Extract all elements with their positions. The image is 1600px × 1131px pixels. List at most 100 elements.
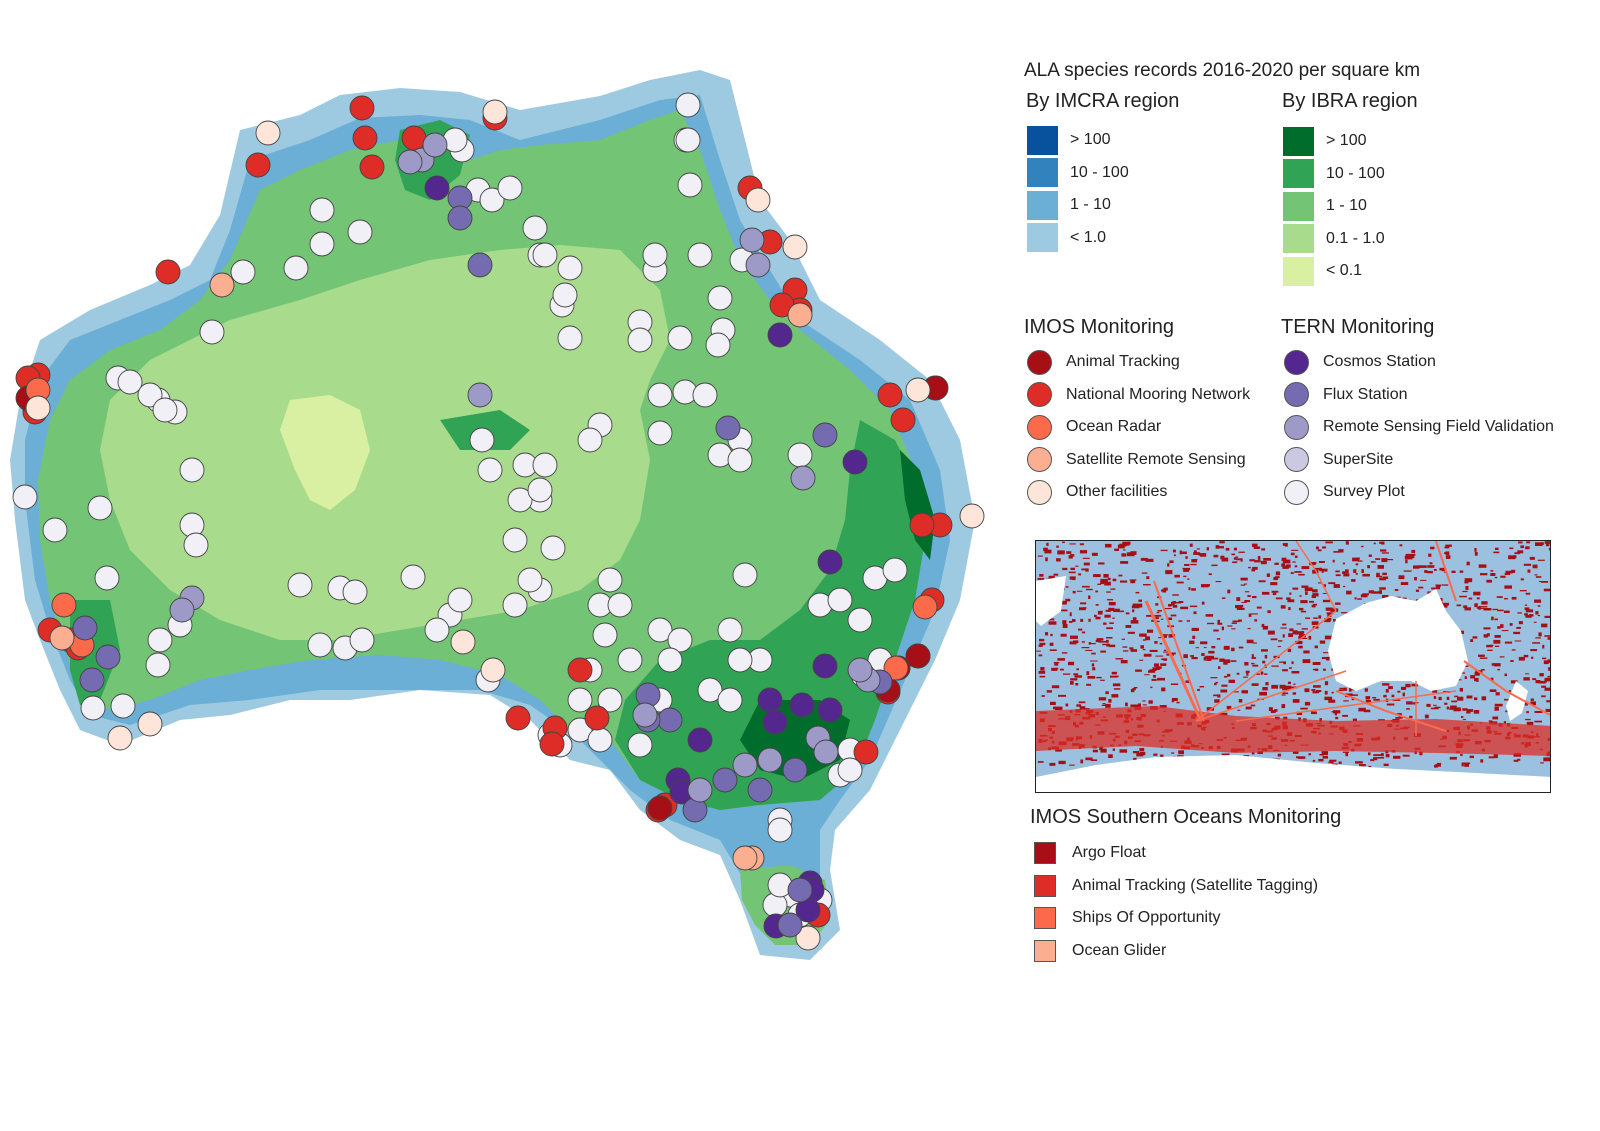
argo-track-segment [1254, 619, 1258, 622]
argo-track-segment [1524, 613, 1528, 616]
site-marker [697, 677, 723, 703]
argo-track-segment [1544, 635, 1550, 637]
site-marker [837, 757, 863, 783]
site-marker [642, 242, 668, 268]
argo-track-segment [1146, 615, 1154, 617]
argo-track-segment [1055, 749, 1062, 752]
argo-track-segment [1294, 571, 1302, 573]
argo-track-segment [1251, 683, 1259, 686]
site-marker [283, 255, 309, 281]
site-marker [717, 617, 743, 643]
argo-track-segment [1313, 685, 1321, 688]
argo-track-segment [1210, 677, 1218, 679]
argo-track-segment [1395, 717, 1403, 719]
argo-track-segment [1292, 630, 1298, 635]
ship-track [1195, 610, 1337, 722]
argo-track-segment [1190, 655, 1194, 657]
argo-track-segment [1193, 559, 1198, 561]
argo-track-segment [1478, 606, 1481, 610]
site-marker [155, 259, 181, 285]
argo-track-segment [1465, 586, 1469, 590]
site-marker [587, 727, 613, 753]
argo-track-segment [1128, 541, 1131, 545]
site-marker [400, 564, 426, 590]
argo-track-segment [1488, 720, 1493, 722]
argo-track-segment [1483, 608, 1492, 611]
site-marker [789, 692, 815, 718]
argo-track-segment [1221, 557, 1229, 562]
ibra-label: 10 - 100 [1326, 164, 1385, 182]
argo-track-segment [1142, 639, 1146, 641]
argo-track-segment [1495, 692, 1500, 696]
argo-track-segment [1123, 549, 1126, 551]
argo-track-segment [1479, 608, 1485, 610]
argo-track-segment [1100, 578, 1108, 583]
argo-track-segment [1459, 570, 1464, 573]
argo-track-segment [1107, 599, 1114, 601]
site-marker [787, 302, 813, 328]
argo-track-segment [1441, 603, 1448, 608]
argo-track-segment [1036, 650, 1041, 652]
ship-track [1295, 541, 1337, 612]
argo-track-segment [1318, 758, 1324, 762]
argo-track-segment [1213, 629, 1219, 632]
argo-track-segment [1483, 627, 1491, 630]
site-marker [717, 687, 743, 713]
argo-track-segment [1116, 610, 1124, 613]
argo-track-segment [1048, 618, 1055, 621]
argo-track-segment [1084, 563, 1089, 566]
argo-track-segment [1383, 763, 1389, 766]
argo-track-segment [1463, 605, 1468, 609]
argo-track-segment [1125, 702, 1128, 707]
argo-track-segment [1135, 591, 1140, 594]
argo-track-segment [1319, 561, 1325, 563]
argo-track-segment [1113, 688, 1121, 690]
argo-track-segment [1373, 542, 1376, 545]
argo-track-segment [1170, 683, 1179, 685]
imos-marker-4 [1027, 447, 1052, 473]
argo-track-segment [1282, 634, 1285, 638]
argo-track-segment [1321, 751, 1328, 755]
argo-track-segment [1180, 606, 1189, 610]
site-marker [137, 711, 163, 737]
argo-track-segment [1298, 636, 1304, 639]
argo-track-segment [1460, 672, 1465, 674]
argo-track-segment [1217, 622, 1223, 625]
argo-track-segment [1379, 577, 1387, 581]
argo-track-segment [1398, 575, 1405, 580]
tern-marker-5 [1284, 479, 1309, 505]
argo-track-segment [1401, 686, 1407, 690]
argo-track-segment [1069, 612, 1072, 617]
argo-track-segment [1494, 635, 1501, 638]
site-marker [607, 592, 633, 618]
argo-track-segment [1311, 711, 1317, 715]
argo-track-segment [1257, 556, 1261, 560]
argo-track-segment [1109, 622, 1114, 624]
argo-track-segment [1361, 569, 1364, 573]
argo-track-segment [1069, 641, 1077, 645]
argo-track-segment [1264, 673, 1268, 675]
argo-track-segment [1372, 697, 1377, 699]
ibra-swatch-3 [1283, 191, 1314, 221]
argo-track-segment [1312, 691, 1320, 694]
site-marker [592, 622, 618, 648]
argo-track-segment [1060, 668, 1064, 671]
argo-track-segment [1393, 755, 1401, 759]
argo-track-segment [1112, 748, 1115, 751]
argo-track-segment [1464, 581, 1469, 584]
argo-track-segment [1132, 617, 1137, 621]
argo-track-segment [1371, 591, 1380, 594]
argo-track-segment [1474, 548, 1477, 552]
argo-track-segment [1462, 590, 1468, 593]
argo-track-segment [1370, 561, 1376, 563]
argo-track-segment [1191, 627, 1199, 631]
argo-track-segment [1048, 621, 1057, 625]
argo-track-segment [1235, 605, 1242, 609]
argo-track-segment [1513, 631, 1521, 635]
argo-track-segment [1514, 640, 1522, 642]
argo-track-segment [1145, 636, 1150, 641]
argo-track-segment [1311, 689, 1316, 691]
argo-track-segment [1539, 673, 1544, 677]
argo-track-segment [1125, 625, 1132, 628]
argo-track-segment [1403, 570, 1412, 572]
